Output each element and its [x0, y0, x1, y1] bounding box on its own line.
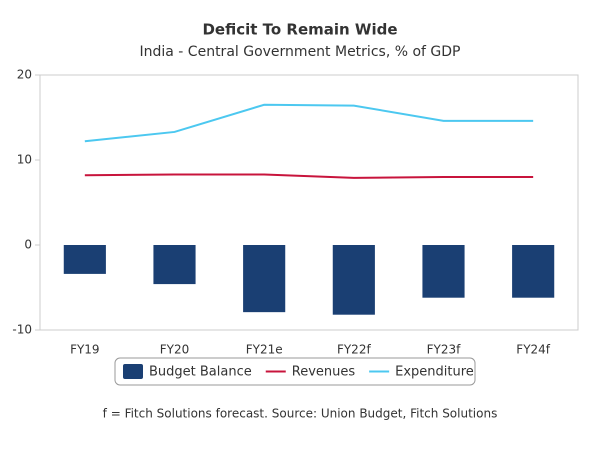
y-tick-label: 10 — [17, 153, 32, 167]
y-tick-label: -10 — [12, 323, 32, 337]
bar — [422, 245, 465, 298]
line — [84, 103, 534, 143]
legend-label: Revenues — [292, 365, 356, 380]
bar — [243, 245, 286, 313]
x-tick-label: FY20 — [160, 343, 190, 357]
plot-frame — [39, 74, 579, 331]
bar — [332, 245, 375, 315]
chart-subtitle: India - Central Government Metrics, % of… — [140, 44, 461, 60]
bar — [63, 245, 106, 274]
x-tick-label: FY23f — [427, 343, 462, 357]
line — [84, 173, 534, 179]
legend-label: Budget Balance — [149, 365, 252, 380]
bar — [153, 245, 196, 285]
x-tick-label: FY21e — [246, 343, 283, 357]
x-tick-label: FY19 — [70, 343, 100, 357]
footnote: f = Fitch Solutions forecast. Source: Un… — [103, 407, 498, 421]
x-tick-label: FY22f — [337, 343, 372, 357]
y-tick-label: 0 — [24, 238, 32, 252]
bar — [512, 245, 555, 298]
chart-title: Deficit To Remain Wide — [202, 21, 397, 39]
legend-label: Expenditure — [395, 365, 474, 380]
legend-box — [114, 357, 476, 386]
y-tick-label: 20 — [17, 68, 32, 82]
legend-swatch — [123, 364, 143, 379]
x-tick-label: FY24f — [516, 343, 551, 357]
